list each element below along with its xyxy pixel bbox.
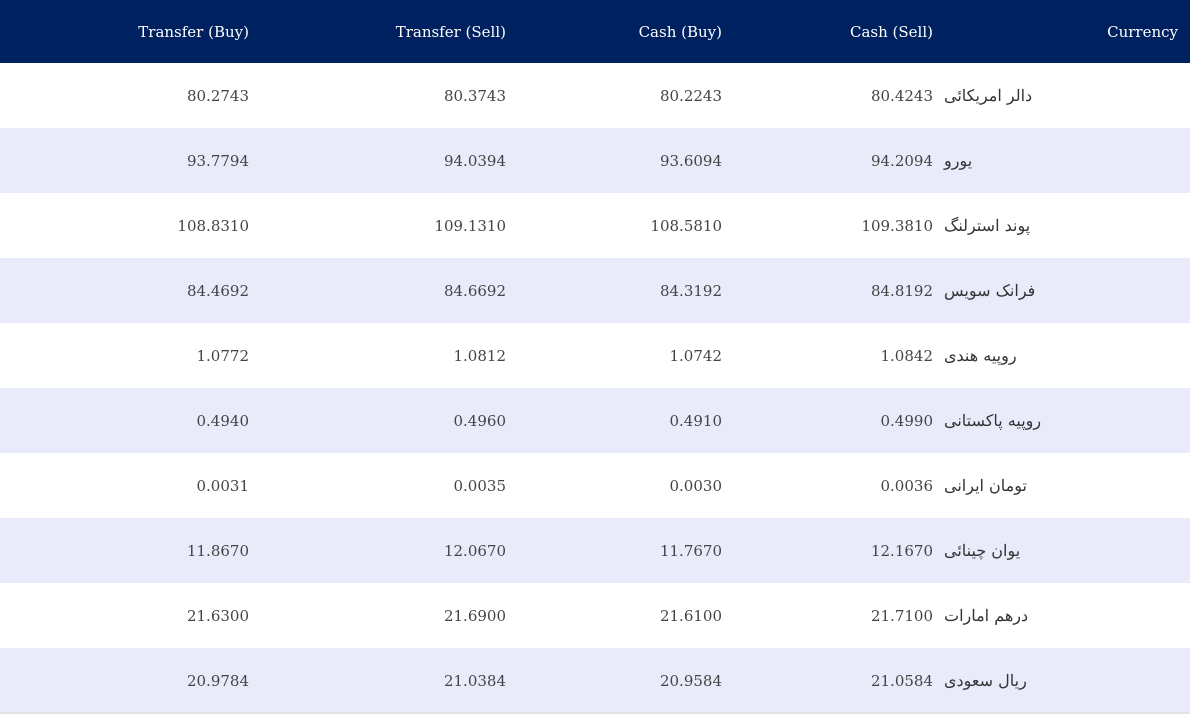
cell-currency: یورو [944,151,973,170]
cell-transfer-buy: 20.9784 [186,671,249,690]
cell-transfer-sell: 0.4960 [453,411,507,430]
cell-transfer-sell: 1.0812 [453,346,507,365]
cell-cash-sell: 84.8192 [870,281,933,300]
cell-cash-buy: 0.0030 [669,476,723,495]
header-cash-sell: Cash (Sell) [850,22,933,41]
table-row: 1.0772 1.0812 1.0742 1.0842 روپیه هندی [0,323,1190,388]
table-row: 93.7794 94.0394 93.6094 94.2094 یورو [0,128,1190,193]
cell-transfer-sell: 80.3743 [443,86,506,105]
header-transfer-buy: Transfer (Buy) [138,22,249,41]
table-row: 20.9784 21.0384 20.9584 21.0584 ریال سعو… [0,648,1190,713]
cell-transfer-sell: 21.6900 [443,606,506,625]
cell-cash-buy: 0.4910 [669,411,723,430]
cell-transfer-sell: 21.0384 [443,671,506,690]
cell-cash-sell: 80.4243 [870,86,933,105]
cell-cash-buy: 11.7670 [659,541,722,560]
header-cash-buy: Cash (Buy) [638,22,722,41]
header-row: Transfer (Buy) Transfer (Sell) Cash (Buy… [0,0,1190,63]
cell-transfer-buy: 84.4692 [186,281,249,300]
cell-cash-buy: 80.2243 [659,86,722,105]
cell-cash-buy: 84.3192 [659,281,722,300]
cell-currency: فرانک سویس [944,281,1036,300]
cell-cash-sell: 1.0842 [880,346,934,365]
table-bottom-border [0,712,1190,714]
cell-cash-sell: 21.7100 [870,606,933,625]
cell-transfer-sell: 109.1310 [434,216,506,235]
cell-transfer-sell: 12.0670 [443,541,506,560]
table-row: 80.2743 80.3743 80.2243 80.4243 دالر امر… [0,63,1190,128]
cell-transfer-sell: 84.6692 [443,281,506,300]
header-transfer-sell: Transfer (Sell) [395,22,506,41]
cell-currency: ریال سعودی [944,671,1027,690]
cell-transfer-buy: 0.4940 [196,411,250,430]
cell-transfer-buy: 21.6300 [186,606,249,625]
table-header: Transfer (Buy) Transfer (Sell) Cash (Buy… [0,0,1190,63]
table-row: 21.6300 21.6900 21.6100 21.7100 درهم اما… [0,583,1190,648]
cell-cash-sell: 21.0584 [870,671,933,690]
table-body: 80.2743 80.3743 80.2243 80.4243 دالر امر… [0,63,1190,713]
cell-cash-buy: 1.0742 [669,346,723,365]
cell-cash-buy: 20.9584 [659,671,722,690]
table-row: 11.8670 12.0670 11.7670 12.1670 یوان چین… [0,518,1190,583]
cell-cash-sell: 12.1670 [870,541,933,560]
cell-currency: پوند استرلنگ [944,216,1031,235]
table-row: 0.0031 0.0035 0.0030 0.0036 تومان ایرانی [0,453,1190,518]
cell-cash-sell: 109.3810 [861,216,933,235]
cell-currency: تومان ایرانی [944,476,1027,495]
cell-cash-sell: 0.4990 [880,411,934,430]
cell-transfer-buy: 93.7794 [186,151,249,170]
cell-currency: روپیه هندی [944,346,1017,365]
cell-transfer-buy: 0.0031 [196,476,250,495]
table-row: 0.4940 0.4960 0.4910 0.4990 روپیه پاکستا… [0,388,1190,453]
cell-transfer-sell: 0.0035 [453,476,507,495]
table-row: 84.4692 84.6692 84.3192 84.8192 فرانک سو… [0,258,1190,323]
cell-currency: دالر امریکائی [944,86,1033,105]
cell-transfer-buy: 108.8310 [177,216,249,235]
header-currency: Currency [1107,22,1178,41]
cell-transfer-buy: 1.0772 [196,346,250,365]
cell-currency: روپیه پاکستانی [944,411,1042,430]
cell-cash-buy: 93.6094 [659,151,722,170]
cell-transfer-sell: 94.0394 [443,151,506,170]
cell-cash-buy: 21.6100 [659,606,722,625]
cell-cash-sell: 0.0036 [880,476,934,495]
cell-transfer-buy: 80.2743 [186,86,249,105]
table-row: 108.8310 109.1310 108.5810 109.3810 پوند… [0,193,1190,258]
cell-currency: درهم امارات [944,606,1029,625]
cell-currency: یوان چینائی [944,541,1021,560]
cell-cash-sell: 94.2094 [870,151,933,170]
cell-transfer-buy: 11.8670 [186,541,249,560]
cell-cash-buy: 108.5810 [650,216,722,235]
